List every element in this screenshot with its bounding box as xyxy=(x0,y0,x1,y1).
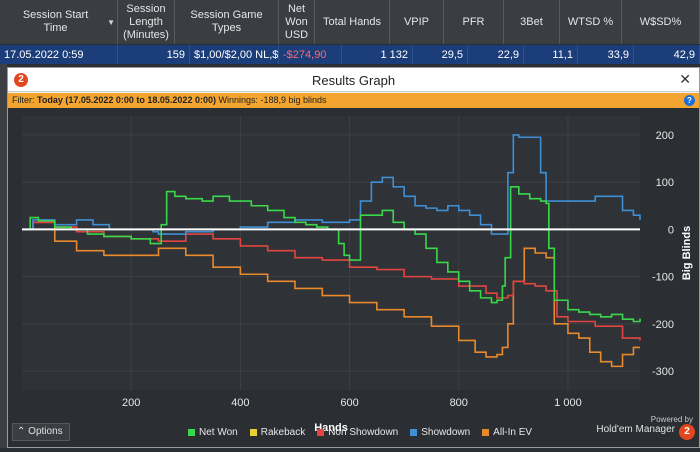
y-tick-label: 100 xyxy=(656,177,674,189)
cell-wtsd: 33,9 xyxy=(578,45,634,64)
column-header-vpip[interactable]: VPIP xyxy=(390,0,444,44)
column-header-game-types[interactable]: Session Game Types xyxy=(175,0,279,44)
y-tick-label: -300 xyxy=(652,366,674,378)
cell-pfr: 22,9 xyxy=(468,45,524,64)
x-tick-label: 1 000 xyxy=(554,397,582,409)
legend-label: Showdown xyxy=(421,426,471,438)
x-tick-label: 800 xyxy=(450,397,468,409)
chevron-up-icon: ⌃ xyxy=(17,426,26,437)
filter-value: Today (17.05.2022 0:00 to 18.05.2022 0:0… xyxy=(37,95,216,105)
cell-session-length: 159 xyxy=(118,45,190,64)
cell-total-hands: 1 132 xyxy=(342,45,413,64)
cell-3bet: 11,1 xyxy=(524,45,578,64)
results-graph-dialog: 2 Results Graph ✕ Filter: Today (17.05.2… xyxy=(7,67,700,448)
help-icon[interactable]: ? xyxy=(684,95,695,106)
options-button[interactable]: ⌃ Options xyxy=(12,423,70,441)
dialog-title: Results Graph xyxy=(311,73,396,88)
cell-net-won: -$274,90 xyxy=(279,45,342,64)
chart-legend: Net Won Rakeback Non Showdown Showdown All-I… xyxy=(188,425,532,439)
legend-label: All-In EV xyxy=(493,426,533,438)
series-line-net-won xyxy=(22,186,641,323)
y-axis-title: Big Blinds xyxy=(681,226,693,280)
x-tick-label: 200 xyxy=(122,397,140,409)
brand-name: Hold'em Manager xyxy=(596,424,675,435)
legend-swatch xyxy=(317,428,325,436)
filter-bar: Filter: Today (17.05.2022 0:00 to 18.05.… xyxy=(8,93,699,108)
column-header-pfr[interactable]: PFR xyxy=(444,0,504,44)
stats-table-header: Session Start Time ▼ Session Length (Min… xyxy=(0,0,700,44)
y-tick-label: -200 xyxy=(652,319,674,331)
powered-by-text: Powered by xyxy=(650,415,693,424)
cell-game-types: $1,00/$2,00 NL,$: xyxy=(190,45,279,64)
legend-item[interactable]: Showdown xyxy=(410,427,470,438)
close-button[interactable]: ✕ xyxy=(679,71,691,87)
cell-wsd: 42,9 xyxy=(634,45,700,64)
hm2-logo-icon: 2 xyxy=(14,73,28,87)
column-header-3bet[interactable]: 3Bet xyxy=(504,0,560,44)
legend-item[interactable]: Rakeback xyxy=(249,426,306,438)
table-row[interactable]: 17.05.2022 0:59 159 $1,00/$2,00 NL,$: -$… xyxy=(0,45,700,64)
results-graph: 200 400 600 800 1 000 200 100 0 -100 -200 -300 Hand… xyxy=(8,108,699,447)
legend-item[interactable]: Net Won xyxy=(188,427,238,438)
column-header-wtsd[interactable]: WTSD % xyxy=(560,0,622,44)
legend-item[interactable]: All-In EV xyxy=(482,427,532,438)
y-tick-label: 0 xyxy=(668,224,674,236)
legend-label: Non Showdown xyxy=(328,426,399,438)
legend-label: Rakeback xyxy=(260,426,306,438)
column-header-session-start[interactable]: Session Start Time ▼ xyxy=(0,0,118,44)
dialog-titlebar[interactable]: 2 Results Graph ✕ xyxy=(8,68,699,92)
column-header-net-won[interactable]: Net Won USD xyxy=(279,0,315,44)
series-line-showdown xyxy=(22,134,641,235)
column-header-total-hands[interactable]: Total Hands xyxy=(315,0,390,44)
legend-swatch xyxy=(188,428,195,436)
branding: Powered by Hold'em Manager 2 xyxy=(596,415,695,440)
legend-item[interactable]: Non Showdown xyxy=(317,427,398,438)
filter-label: Filter: xyxy=(12,95,35,105)
legend-label: Net Won xyxy=(199,426,238,438)
background-panel-edge xyxy=(0,64,7,448)
cell-session-start: 17.05.2022 0:59 xyxy=(0,45,118,64)
y-tick-label: 200 xyxy=(656,130,674,142)
legend-swatch xyxy=(482,428,490,436)
y-tick-label: -100 xyxy=(652,272,674,284)
legend-swatch xyxy=(249,428,257,436)
cell-vpip: 29,5 xyxy=(413,45,468,64)
results-chart: 200 400 600 800 1 0002001000-100-200-300Hand… xyxy=(22,116,693,434)
winnings-text: Winnings: -188,9 big blinds xyxy=(218,95,327,105)
x-tick-label: 400 xyxy=(231,397,249,409)
x-tick-label: 600 xyxy=(340,397,358,409)
column-header-session-length[interactable]: Session Length (Minutes) xyxy=(118,0,175,44)
column-header-wsd[interactable]: W$SD% xyxy=(622,0,700,44)
series-line-all-in-ev xyxy=(22,221,640,368)
hm2-brand-icon: 2 xyxy=(679,424,695,440)
plot-area xyxy=(22,116,640,390)
sort-down-icon[interactable]: ▼ xyxy=(107,17,115,27)
legend-swatch xyxy=(410,428,418,436)
